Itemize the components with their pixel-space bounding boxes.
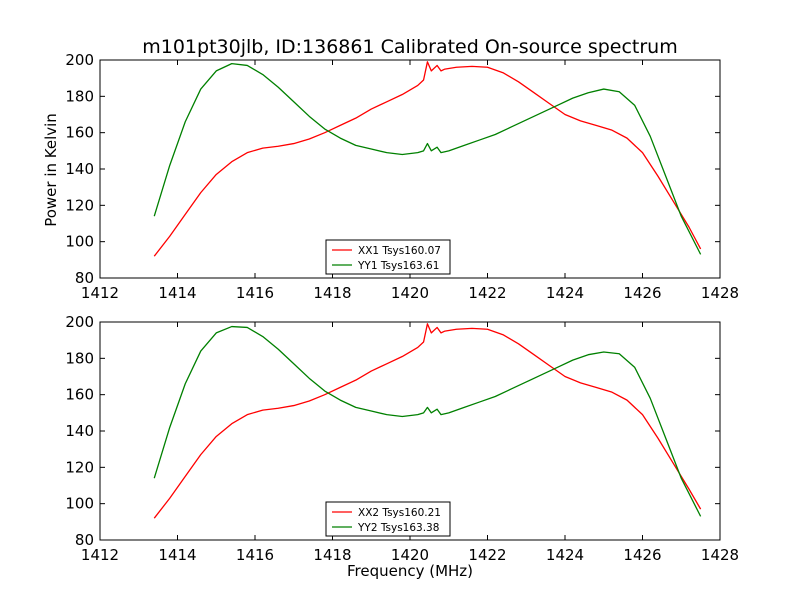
- y-tick-label: 80: [75, 269, 94, 287]
- y-axis-label: Power in Kelvin: [42, 113, 60, 227]
- x-tick-label: 1424: [546, 546, 584, 564]
- y-tick-label: 200: [65, 313, 94, 331]
- legend-entry: YY2 Tsys163.38: [357, 522, 439, 534]
- y-tick-label: 80: [75, 531, 94, 549]
- x-tick-label: 1424: [546, 284, 584, 302]
- x-tick-label: 1412: [81, 284, 119, 302]
- legend-entry: XX2 Tsys160.21: [358, 507, 441, 519]
- x-tick-label: 1414: [158, 284, 196, 302]
- series-group: [153, 323, 702, 519]
- x-tick-label: 1422: [468, 546, 506, 564]
- x-axis-label: Frequency (MHz): [347, 562, 473, 580]
- x-tick-label: 1422: [468, 284, 506, 302]
- bottom-panel: 1412 1414 1416 1418 1420 1422 1424 1426 1428 80 10…: [65, 313, 739, 564]
- y-tick-label: 140: [65, 422, 94, 440]
- y-tick-label: 120: [65, 458, 94, 476]
- y-tick-label: 160: [65, 386, 94, 404]
- x-tick-label: 1414: [158, 546, 196, 564]
- y-tick-label: 180: [65, 349, 94, 367]
- x-tick-label: 1418: [313, 284, 351, 302]
- x-tick-label: 1420: [391, 284, 429, 302]
- x-tick-label: 1416: [236, 284, 274, 302]
- series-group: [153, 61, 702, 257]
- x-tick-label: 1428: [701, 546, 739, 564]
- series-line-xx: [153, 323, 702, 519]
- y-tick-label: 180: [65, 87, 94, 105]
- x-tick-label: 1416: [236, 546, 274, 564]
- x-tick-label: 1428: [701, 284, 739, 302]
- series-line-xx: [153, 61, 702, 257]
- x-tick-label: 1426: [623, 546, 661, 564]
- y-tick-label: 140: [65, 160, 94, 178]
- x-tick-label: 1420: [391, 546, 429, 564]
- legend-entry: XX1 Tsys160.07: [358, 245, 441, 257]
- top-panel: 1412 1414 1416 1418 1420 1422 1424 1426 1428 80 10…: [65, 51, 739, 302]
- x-tick-label: 1426: [623, 284, 661, 302]
- series-line-yy: [153, 62, 702, 255]
- legend-entry: YY1 Tsys163.61: [357, 260, 439, 272]
- legend-box: [325, 501, 451, 537]
- y-tick-label: 120: [65, 196, 94, 214]
- legend: XX1 Tsys160.07 YY1 Tsys163.61: [325, 239, 451, 275]
- y-tick-label: 160: [65, 124, 94, 142]
- x-tick-label: 1418: [313, 546, 351, 564]
- y-tick-label: 100: [65, 233, 94, 251]
- chart-title: m101pt30jlb, ID:136861 Calibrated On-sou…: [142, 36, 677, 58]
- series-line-yy: [153, 325, 702, 517]
- y-tick-label: 200: [65, 51, 94, 69]
- legend: XX2 Tsys160.21 YY2 Tsys163.38: [325, 501, 451, 537]
- legend-box: [325, 239, 451, 275]
- x-tick-label: 1412: [81, 546, 119, 564]
- y-tick-label: 100: [65, 495, 94, 513]
